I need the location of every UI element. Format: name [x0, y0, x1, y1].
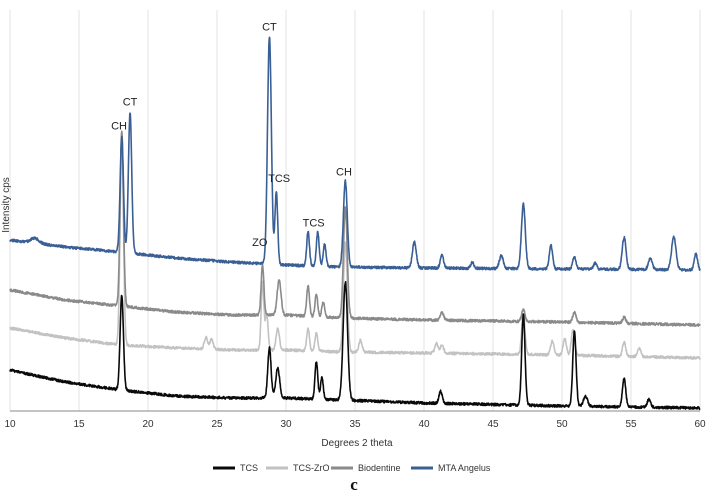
x-tick-label: 15 — [73, 419, 85, 430]
peak-label: CT — [123, 97, 138, 109]
x-tick-labels: 10 15 20 25 30 35 40 45 50 55 60 — [4, 419, 706, 430]
x-tick-label: 50 — [556, 419, 568, 430]
legend: TCS TCS-ZrO Biodentine MTA Angelus — [213, 463, 491, 473]
peak-label: CT — [262, 22, 277, 34]
series-line-tcs — [9, 281, 701, 411]
x-tick-label: 30 — [280, 419, 292, 430]
x-tick-label: 35 — [349, 419, 361, 430]
x-tick-label: 20 — [142, 419, 154, 430]
series-line-tcs-zro — [9, 133, 701, 360]
legend-label: MTA Angelus — [438, 463, 491, 473]
panel-label: c — [350, 475, 358, 494]
x-axis-title: Degrees 2 theta — [321, 438, 393, 449]
x-tick-label: 45 — [487, 419, 499, 430]
peak-label: CH — [336, 166, 352, 178]
x-tick-label: 25 — [211, 419, 223, 430]
series-line-biodentine — [9, 130, 701, 327]
legend-label: Biodentine — [358, 463, 401, 473]
series-layer — [9, 36, 701, 411]
peak-label: ZO — [252, 237, 268, 249]
x-tick-label: 60 — [694, 419, 706, 430]
legend-label: TCS-ZrO — [293, 463, 330, 473]
y-axis-title: Intensity cps — [1, 177, 12, 233]
x-tick-label: 10 — [4, 419, 16, 430]
peak-annotations: CT CH CT ZO TCS TCS CH — [111, 22, 352, 250]
peak-label: TCS — [268, 173, 290, 185]
x-tick-label: 55 — [625, 419, 637, 430]
legend-label: TCS — [240, 463, 258, 473]
peak-label: CH — [111, 121, 127, 133]
series-line-mta-angelus — [9, 36, 701, 272]
grid-lines — [9, 10, 701, 411]
x-tick-label: 40 — [418, 419, 430, 430]
peak-label: TCS — [303, 217, 325, 229]
